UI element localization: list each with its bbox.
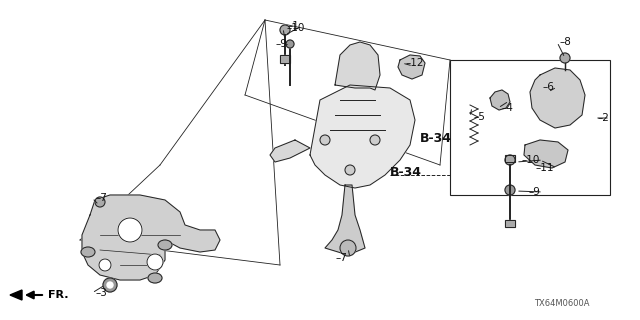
Circle shape xyxy=(103,278,117,292)
Circle shape xyxy=(99,259,111,271)
Text: –3: –3 xyxy=(95,288,107,298)
Text: FR.: FR. xyxy=(48,290,68,300)
Polygon shape xyxy=(490,90,510,110)
Text: –9: –9 xyxy=(275,39,287,49)
Text: B-34: B-34 xyxy=(390,165,422,179)
Text: –10: –10 xyxy=(286,23,305,33)
Polygon shape xyxy=(82,195,220,280)
Ellipse shape xyxy=(158,240,172,250)
Ellipse shape xyxy=(148,273,162,283)
Text: –7: –7 xyxy=(335,253,347,263)
Circle shape xyxy=(118,218,142,242)
Bar xyxy=(505,155,515,162)
Circle shape xyxy=(286,40,294,48)
Text: –5: –5 xyxy=(473,112,485,122)
Bar xyxy=(505,220,515,227)
Text: –9: –9 xyxy=(528,187,540,197)
Bar xyxy=(280,55,290,63)
Text: –12: –12 xyxy=(405,58,424,68)
Text: –8: –8 xyxy=(560,37,572,47)
Circle shape xyxy=(95,197,105,207)
Polygon shape xyxy=(398,55,425,79)
Circle shape xyxy=(370,135,380,145)
Bar xyxy=(450,60,610,195)
Polygon shape xyxy=(270,140,310,162)
Circle shape xyxy=(320,135,330,145)
Bar xyxy=(505,220,515,227)
Ellipse shape xyxy=(81,247,95,257)
Circle shape xyxy=(280,25,290,35)
Text: –1: –1 xyxy=(287,21,299,31)
Text: –7: –7 xyxy=(95,193,107,203)
Polygon shape xyxy=(530,68,585,128)
Circle shape xyxy=(505,185,515,195)
Bar xyxy=(505,155,515,162)
Polygon shape xyxy=(310,85,415,188)
Text: –4: –4 xyxy=(501,103,513,113)
Polygon shape xyxy=(335,42,380,90)
Text: –11: –11 xyxy=(536,163,554,173)
Polygon shape xyxy=(524,140,568,168)
Bar xyxy=(280,55,290,63)
Text: –2: –2 xyxy=(598,113,610,123)
Text: B-34: B-34 xyxy=(420,132,452,145)
Circle shape xyxy=(340,240,356,256)
Circle shape xyxy=(505,155,515,165)
Circle shape xyxy=(560,53,570,63)
Polygon shape xyxy=(10,290,22,300)
Text: –6: –6 xyxy=(542,82,554,92)
Polygon shape xyxy=(325,185,365,255)
Circle shape xyxy=(345,165,355,175)
Text: –10: –10 xyxy=(522,155,540,165)
Circle shape xyxy=(147,254,163,270)
Text: TX64M0600A: TX64M0600A xyxy=(534,299,590,308)
Circle shape xyxy=(107,282,113,288)
